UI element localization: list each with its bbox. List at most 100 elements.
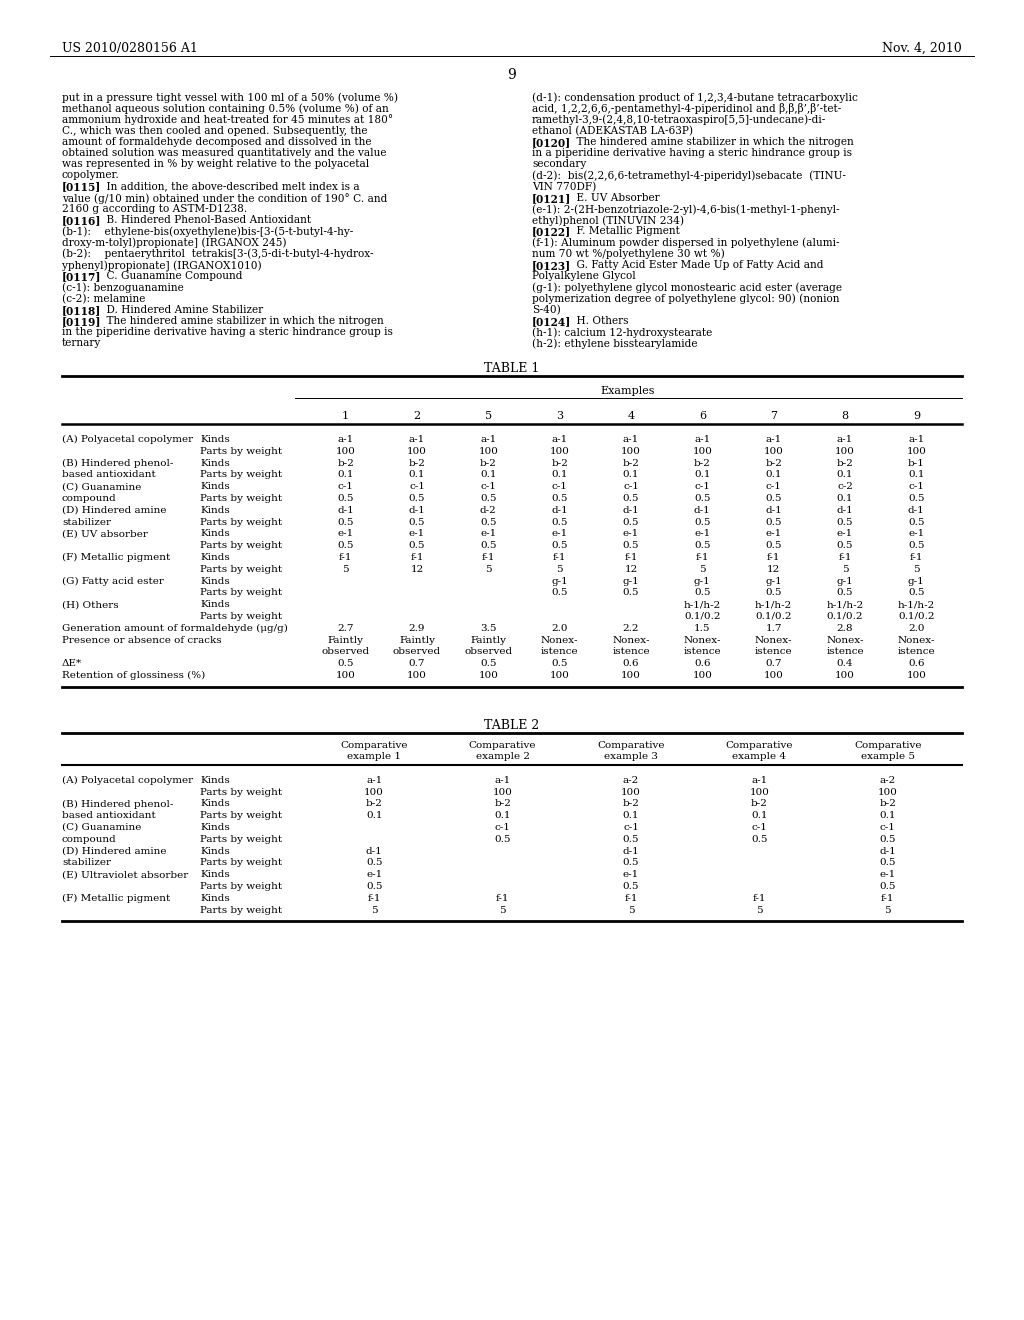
Text: 0.6: 0.6	[908, 659, 925, 668]
Text: (A) Polyacetal copolymer: (A) Polyacetal copolymer	[62, 436, 194, 444]
Text: Nonex-: Nonex-	[826, 636, 864, 644]
Text: Parts by weight: Parts by weight	[200, 812, 283, 820]
Text: [0119]: [0119]	[62, 315, 101, 327]
Text: B. Hindered Phenol-Based Antioxidant: B. Hindered Phenol-Based Antioxidant	[93, 215, 311, 226]
Text: 0.5: 0.5	[480, 494, 497, 503]
Text: 0.5: 0.5	[837, 589, 853, 598]
Text: f-1: f-1	[496, 894, 509, 903]
Text: in a piperidine derivative having a steric hindrance group is: in a piperidine derivative having a ster…	[532, 148, 852, 158]
Text: (G) Fatty acid ester: (G) Fatty acid ester	[62, 577, 164, 586]
Text: (E) Ultraviolet absorber: (E) Ultraviolet absorber	[62, 870, 188, 879]
Text: 100: 100	[835, 671, 855, 680]
Text: 100: 100	[336, 671, 355, 680]
Text: (B) Hindered phenol-: (B) Hindered phenol-	[62, 458, 173, 467]
Text: 0.1: 0.1	[480, 470, 497, 479]
Text: 5: 5	[484, 411, 492, 421]
Text: 0.1/0.2: 0.1/0.2	[898, 612, 935, 620]
Text: b-2: b-2	[694, 458, 711, 467]
Text: c-1: c-1	[552, 482, 567, 491]
Text: (f-1): Aluminum powder dispersed in polyethylene (alumi-: (f-1): Aluminum powder dispersed in poly…	[532, 238, 840, 248]
Text: 0.5: 0.5	[480, 541, 497, 550]
Text: Comparative: Comparative	[726, 741, 794, 750]
Text: 0.5: 0.5	[837, 541, 853, 550]
Text: Nonex-: Nonex-	[541, 636, 579, 644]
Text: (c-1): benzoguanamine: (c-1): benzoguanamine	[62, 282, 183, 293]
Text: f-1: f-1	[553, 553, 566, 562]
Text: 100: 100	[336, 446, 355, 455]
Text: polymerization degree of polyethylene glycol: 90) (nonion: polymerization degree of polyethylene gl…	[532, 293, 840, 304]
Text: d-1: d-1	[837, 506, 853, 515]
Text: 9: 9	[508, 69, 516, 82]
Text: 0.5: 0.5	[551, 517, 568, 527]
Text: methanol aqueous solution containing 0.5% (volume %) of an: methanol aqueous solution containing 0.5…	[62, 103, 389, 114]
Text: f-1: f-1	[625, 894, 638, 903]
Text: a-1: a-1	[338, 436, 353, 444]
Text: 100: 100	[408, 446, 427, 455]
Text: Comparative: Comparative	[597, 741, 665, 750]
Text: d-1: d-1	[551, 506, 568, 515]
Text: a-1: a-1	[480, 436, 497, 444]
Text: observed: observed	[322, 647, 370, 656]
Text: (b-1):    ethylene-bis(oxyethylene)bis-[3-(5-t-butyl-4-hy-: (b-1): ethylene-bis(oxyethylene)bis-[3-(…	[62, 227, 353, 238]
Text: 0.5: 0.5	[908, 589, 925, 598]
Text: 0.5: 0.5	[765, 494, 782, 503]
Text: 100: 100	[622, 788, 641, 796]
Text: 0.1: 0.1	[880, 812, 896, 820]
Text: Retention of glossiness (%): Retention of glossiness (%)	[62, 671, 205, 680]
Text: example 4: example 4	[732, 752, 786, 760]
Text: (D) Hindered amine: (D) Hindered amine	[62, 506, 167, 515]
Text: value (g/10 min) obtained under the condition of 190° C. and: value (g/10 min) obtained under the cond…	[62, 193, 387, 203]
Text: 0.5: 0.5	[837, 517, 853, 527]
Text: 3: 3	[556, 411, 563, 421]
Text: 0.5: 0.5	[338, 517, 354, 527]
Text: 100: 100	[835, 446, 855, 455]
Text: 0.5: 0.5	[765, 589, 782, 598]
Text: [0124]: [0124]	[532, 315, 571, 327]
Text: 100: 100	[550, 446, 569, 455]
Text: f-1: f-1	[625, 553, 638, 562]
Text: a-1: a-1	[552, 436, 567, 444]
Text: e-1: e-1	[880, 870, 896, 879]
Text: 0.7: 0.7	[765, 659, 782, 668]
Text: 0.6: 0.6	[623, 659, 639, 668]
Text: g-1: g-1	[551, 577, 568, 586]
Text: Parts by weight: Parts by weight	[200, 517, 283, 527]
Text: Parts by weight: Parts by weight	[200, 906, 283, 915]
Text: a-1: a-1	[623, 436, 639, 444]
Text: (g-1): polyethylene glycol monostearic acid ester (average: (g-1): polyethylene glycol monostearic a…	[532, 282, 842, 293]
Text: 0.5: 0.5	[623, 858, 639, 867]
Text: Kinds: Kinds	[200, 870, 229, 879]
Text: 100: 100	[764, 671, 783, 680]
Text: 0.5: 0.5	[480, 659, 497, 668]
Text: ammonium hydroxide and heat-treated for 45 minutes at 180°: ammonium hydroxide and heat-treated for …	[62, 115, 393, 125]
Text: 100: 100	[493, 788, 513, 796]
Text: [0121]: [0121]	[532, 193, 571, 203]
Text: C., which was then cooled and opened. Subsequently, the: C., which was then cooled and opened. Su…	[62, 125, 368, 136]
Text: a-1: a-1	[752, 776, 768, 785]
Text: 0.7: 0.7	[409, 659, 425, 668]
Text: was represented in % by weight relative to the polyacetal: was represented in % by weight relative …	[62, 160, 370, 169]
Text: 0.5: 0.5	[623, 517, 639, 527]
Text: b-1: b-1	[908, 458, 925, 467]
Text: [0117]: [0117]	[62, 271, 101, 282]
Text: 5: 5	[756, 906, 763, 915]
Text: 0.5: 0.5	[623, 494, 639, 503]
Text: (b-2):    pentaerythritol  tetrakis[3-(3,5-di-t-butyl-4-hydrox-: (b-2): pentaerythritol tetrakis[3-(3,5-d…	[62, 248, 374, 259]
Text: 2160 g according to ASTM-D1238.: 2160 g according to ASTM-D1238.	[62, 205, 247, 214]
Text: 100: 100	[478, 671, 499, 680]
Text: 2.0: 2.0	[551, 624, 568, 632]
Text: 7: 7	[770, 411, 777, 421]
Text: Comparative: Comparative	[340, 741, 408, 750]
Text: put in a pressure tight vessel with 100 ml of a 50% (volume %): put in a pressure tight vessel with 100 …	[62, 92, 398, 103]
Text: obtained solution was measured quantitatively and the value: obtained solution was measured quantitat…	[62, 148, 386, 158]
Text: f-1: f-1	[695, 553, 709, 562]
Text: [0122]: [0122]	[532, 227, 571, 238]
Text: [0120]: [0120]	[532, 137, 571, 148]
Text: (B) Hindered phenol-: (B) Hindered phenol-	[62, 800, 173, 809]
Text: Kinds: Kinds	[200, 529, 229, 539]
Text: f-1: f-1	[368, 894, 381, 903]
Text: 100: 100	[478, 446, 499, 455]
Text: b-2: b-2	[337, 458, 354, 467]
Text: 0.5: 0.5	[694, 494, 711, 503]
Text: g-1: g-1	[623, 577, 639, 586]
